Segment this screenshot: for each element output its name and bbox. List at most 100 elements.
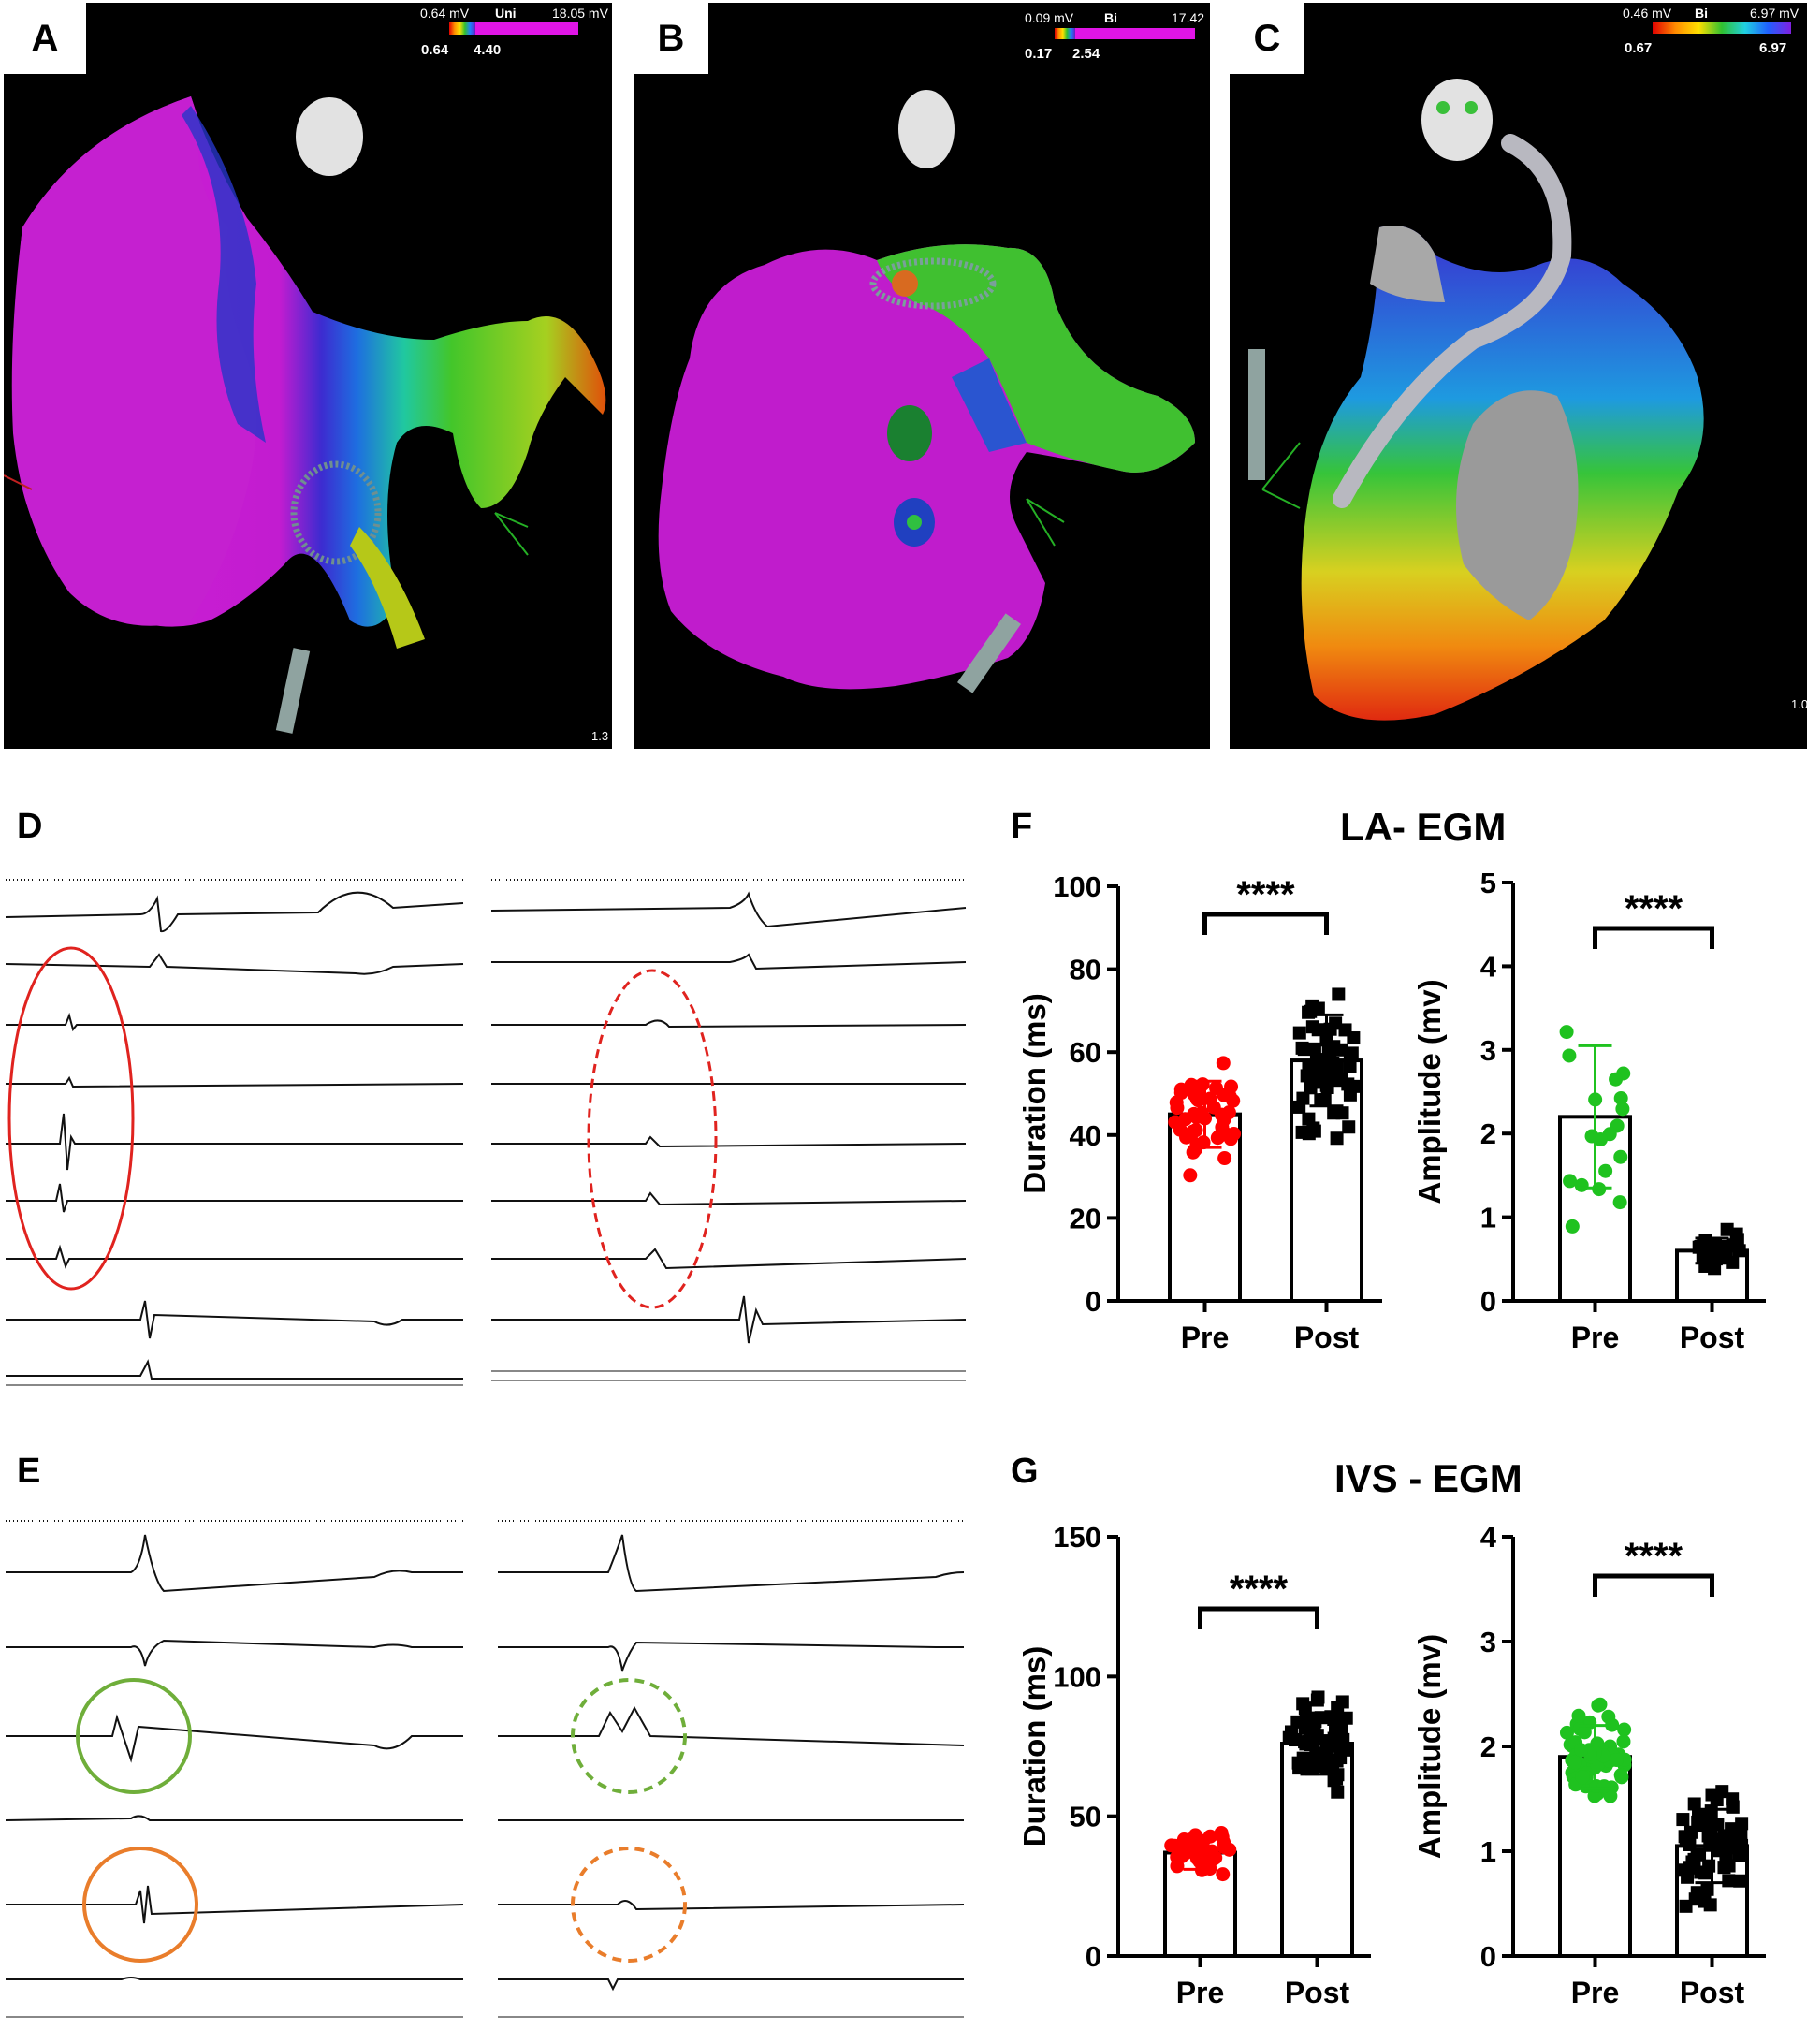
error-bar	[1300, 1711, 1334, 1776]
highlight-ring-red-dashed	[587, 969, 718, 1309]
y-axis-title: Duration (ms)	[1017, 1646, 1052, 1847]
data-point	[1310, 1057, 1324, 1071]
data-point	[1339, 1743, 1353, 1757]
data-point	[1330, 1132, 1344, 1146]
data-point	[1735, 1817, 1749, 1831]
data-point	[1593, 1132, 1608, 1146]
data-point	[1726, 1792, 1740, 1806]
y-tick-label: 4	[1480, 1521, 1497, 1554]
y-tick-label: 100	[1053, 870, 1101, 903]
data-point	[1732, 1244, 1746, 1258]
data-point	[1593, 1697, 1608, 1712]
egm-traces-d	[5, 879, 967, 1386]
scale-low-a: 0.64	[421, 42, 449, 58]
data-point	[1678, 1830, 1692, 1844]
scale-max-b: 17.42	[1172, 10, 1205, 25]
significance-bracket	[1593, 926, 1714, 949]
data-point	[1343, 1088, 1357, 1102]
map-panel-c: C 0.46 mV Bi 6.97 mV 0.67 6.97 1.0	[1230, 3, 1807, 749]
data-point	[1315, 1759, 1329, 1774]
chart-f-duration: 0 20 40 60 80 100 Duration (ms) Pre Post ****	[1017, 870, 1382, 1354]
scale-max-a: 18.05 mV	[552, 6, 608, 21]
y-tick-label: 40	[1070, 1119, 1101, 1152]
y-tick-label: 0	[1480, 1285, 1496, 1318]
data-point	[1216, 1056, 1231, 1071]
error-bar	[1188, 1079, 1222, 1149]
data-point	[1609, 1072, 1624, 1087]
data-point	[1687, 1797, 1701, 1811]
data-point	[1613, 1090, 1628, 1105]
y-tick-label: 150	[1053, 1521, 1101, 1554]
y-tick-label: 2	[1480, 1117, 1496, 1150]
data-point	[1702, 1859, 1716, 1873]
chart-g-duration: 0 50 100 150 Duration (ms) Pre Post ****	[1017, 1521, 1371, 2009]
data-point	[1190, 1835, 1205, 1850]
data-point	[1187, 1106, 1202, 1121]
scale-low-b: 0.17	[1025, 46, 1053, 62]
scale-high-b: 2.54	[1072, 46, 1100, 62]
data-point	[1206, 1100, 1221, 1115]
data-point	[1722, 1874, 1736, 1888]
data-point	[1729, 1227, 1743, 1241]
corner-label-a: 1.3	[591, 729, 609, 743]
chart-g-amplitude: 0 1 2 3 4 Amplitude (mv) Pre Post ****	[1412, 1521, 1766, 2009]
data-point	[1563, 1174, 1578, 1189]
data-point	[1678, 1863, 1692, 1877]
y-tick-label: 80	[1070, 954, 1101, 986]
data-point	[1304, 1081, 1318, 1095]
data-point	[1605, 1717, 1620, 1732]
y-tick-label: 1	[1480, 1202, 1496, 1234]
x-tick-label: Pre	[1181, 1321, 1230, 1354]
data-point	[1227, 1127, 1242, 1142]
data-point	[1305, 1020, 1319, 1034]
data-point	[1333, 1723, 1347, 1737]
error-bar	[1578, 1724, 1612, 1790]
y-tick-label: 0	[1480, 1940, 1496, 1973]
data-point	[1726, 1255, 1740, 1269]
data-point	[1183, 1168, 1198, 1183]
data-point	[1598, 1163, 1613, 1178]
data-point	[1292, 1100, 1306, 1114]
x-tick-label: Post	[1680, 1321, 1745, 1354]
panel-label-d: D	[17, 807, 43, 846]
data-point	[1565, 1219, 1580, 1234]
data-point	[1613, 1149, 1628, 1164]
x-tick-label: Pre	[1571, 1976, 1620, 2009]
data-point	[1188, 1123, 1203, 1138]
scale-min-a: 0.64 mV	[420, 6, 470, 21]
highlight-ring-orange-dashed	[571, 1847, 687, 1963]
map-c-graphic	[1248, 79, 1704, 721]
data-point	[1717, 1829, 1731, 1843]
y-tick-label: 20	[1070, 1202, 1101, 1234]
data-point	[1571, 1708, 1586, 1723]
data-point	[1733, 1874, 1747, 1888]
data-point	[1289, 1733, 1303, 1747]
data-point	[1567, 1755, 1582, 1770]
error-bar	[1578, 1044, 1612, 1190]
data-point	[1345, 1046, 1359, 1060]
data-point	[1559, 1725, 1574, 1740]
map-panel-a: A 0.64 mV Uni 18.05 mV 0.64 4.40 1.3	[4, 3, 612, 749]
data-point	[1332, 987, 1346, 1001]
data-point	[1209, 1081, 1224, 1096]
scale-type-a: Uni	[495, 6, 517, 21]
data-point	[1212, 1129, 1227, 1144]
data-point	[1679, 1899, 1693, 1913]
data-point	[1214, 1825, 1229, 1840]
data-point	[1690, 1847, 1704, 1862]
data-point	[1224, 1079, 1239, 1094]
data-point	[1698, 1894, 1712, 1908]
data-point	[1335, 1106, 1349, 1120]
data-point	[1559, 1025, 1574, 1040]
data-point	[1577, 1725, 1592, 1740]
scale-bar-b	[1055, 28, 1195, 39]
data-point	[1311, 1690, 1325, 1704]
data-point	[1329, 1016, 1343, 1030]
data-point	[1612, 1195, 1627, 1210]
data-point	[1696, 1249, 1710, 1263]
data-point	[1335, 1695, 1349, 1709]
data-point	[1574, 1743, 1589, 1758]
y-tick-label: 4	[1480, 950, 1497, 983]
significance-bracket	[1202, 912, 1329, 935]
data-point	[1295, 1041, 1309, 1055]
